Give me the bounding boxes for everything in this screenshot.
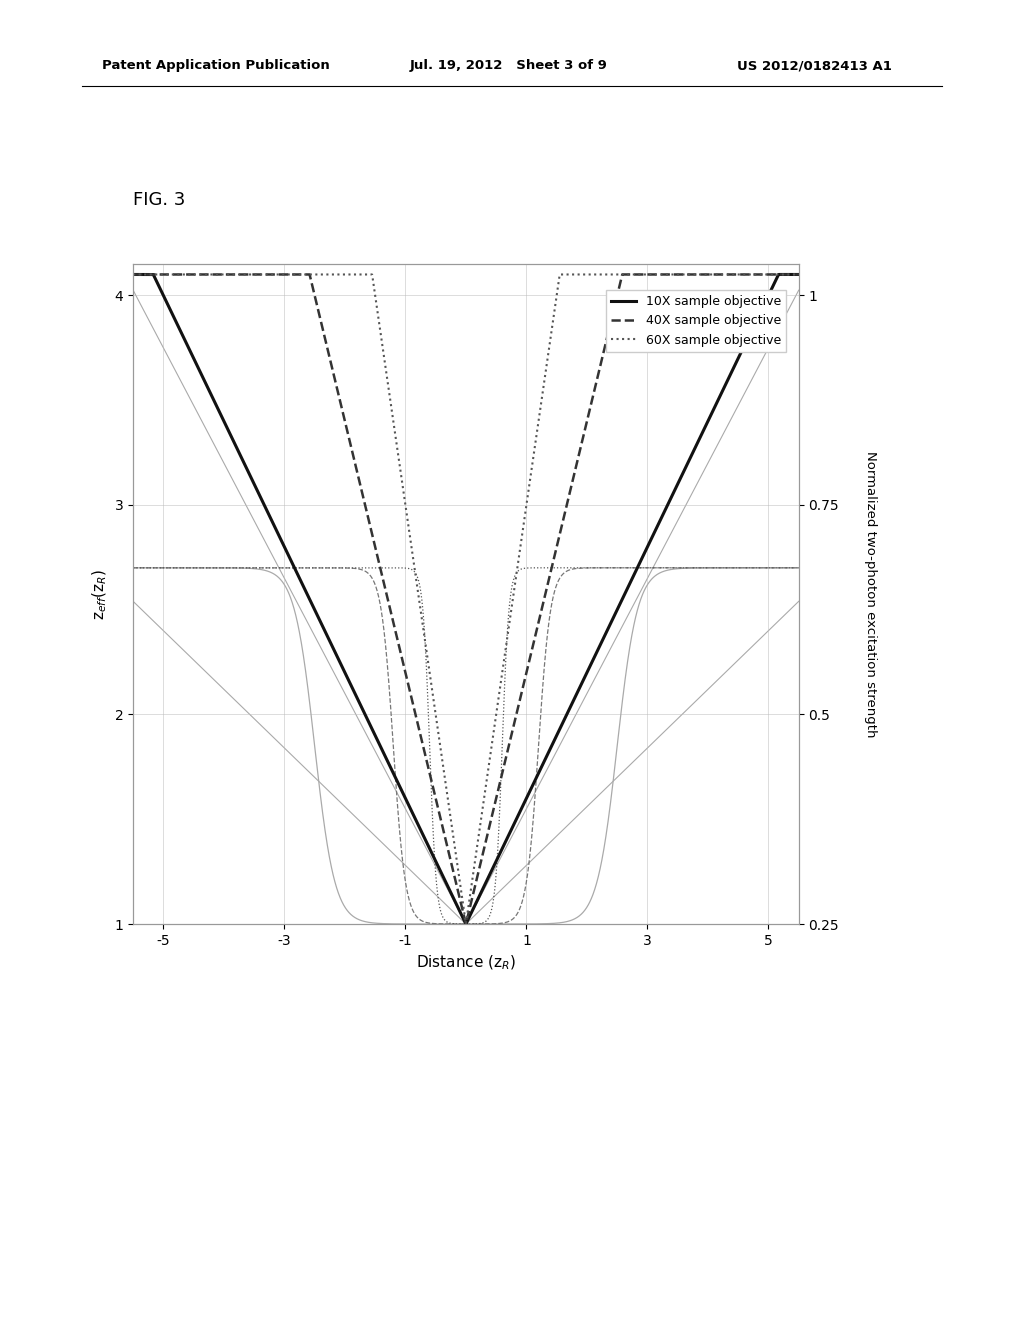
Y-axis label: Normalized two-photon excitation strength: Normalized two-photon excitation strengt… bbox=[864, 450, 878, 738]
Y-axis label: z$_{eff}$(z$_R$): z$_{eff}$(z$_R$) bbox=[90, 569, 109, 619]
Text: FIG. 3: FIG. 3 bbox=[133, 190, 185, 209]
Legend: 10X sample objective, 40X sample objective, 60X sample objective: 10X sample objective, 40X sample objecti… bbox=[605, 290, 785, 351]
Text: Jul. 19, 2012   Sheet 3 of 9: Jul. 19, 2012 Sheet 3 of 9 bbox=[410, 59, 607, 73]
Text: Patent Application Publication: Patent Application Publication bbox=[102, 59, 330, 73]
X-axis label: Distance (z$_R$): Distance (z$_R$) bbox=[416, 953, 516, 972]
Text: US 2012/0182413 A1: US 2012/0182413 A1 bbox=[737, 59, 892, 73]
